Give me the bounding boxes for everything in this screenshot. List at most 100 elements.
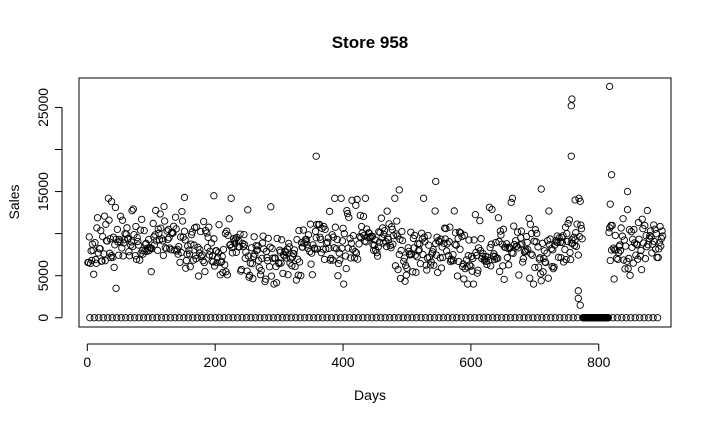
data-point [529,280,538,288]
data-point [166,244,174,252]
data-point [318,224,326,232]
data-point [331,223,340,231]
data-point [337,194,345,202]
data-point [317,249,325,257]
data-point [283,314,291,322]
data-point [280,252,288,260]
data-point [569,314,577,322]
data-point [153,314,161,322]
data-point [278,314,286,322]
data-point [578,235,586,243]
data-point [432,177,440,186]
data-point [287,314,295,322]
data-point [269,254,277,262]
data-point [421,314,430,322]
data-point [526,274,534,282]
data-point [178,207,186,216]
data-point [543,249,551,257]
data-point [373,252,382,260]
data-point [537,185,545,193]
data-point [325,207,334,216]
data-point [295,258,304,266]
data-point [233,314,242,322]
data-point [207,314,215,322]
data-point [136,256,144,264]
data-point [508,248,516,257]
data-point [247,314,255,322]
data-point [128,207,136,215]
data-point [187,231,196,239]
data-point [295,226,303,235]
data-point [443,240,451,248]
data-point [350,314,358,322]
data-point [515,314,524,322]
data-point [332,245,341,253]
data-point [576,301,584,309]
data-point [448,314,457,322]
data-point [620,236,628,244]
data-point [606,256,614,265]
data-point [294,271,302,279]
data-point [341,314,349,322]
data-point [391,194,399,202]
data-point [118,244,126,252]
data-point [236,230,244,238]
data-point [449,257,458,265]
data-point [107,198,116,206]
data-point [527,229,536,238]
data-point [303,240,311,249]
data-point [318,314,327,322]
data-point [227,194,235,202]
data-point [483,260,491,269]
data-point [637,246,645,255]
data-point [307,260,315,268]
data-point [539,268,547,276]
data-point [520,314,528,322]
data-point [242,314,251,322]
data-point [309,241,317,249]
data-point [311,245,319,253]
data-point [347,239,355,247]
data-point [198,314,206,322]
data-point [488,205,496,214]
data-point [221,261,229,269]
data-point [285,243,293,251]
data-point [189,314,197,322]
data-point [387,244,395,252]
data-point [215,314,224,322]
data-point [95,314,103,322]
data-point [460,275,468,283]
data-point [356,233,364,241]
data-point [194,272,203,280]
data-point [419,250,427,259]
data-point [122,314,130,322]
data-point [194,243,202,251]
data-point [466,314,474,322]
data-point [437,264,446,272]
data-point [113,314,121,322]
data-point [529,314,537,322]
data-point [205,251,214,259]
data-point [398,236,407,245]
data-point [159,237,167,245]
data-point [457,229,465,237]
data-point [451,240,459,248]
data-point [166,314,175,322]
data-point [240,240,249,249]
data-point [256,271,265,279]
data-point [118,216,127,224]
data-point [566,255,575,264]
data-point [412,314,421,322]
data-point [214,249,223,257]
data-point [352,201,360,209]
data-point [203,244,212,252]
data-point [394,265,402,274]
data-point [133,233,141,242]
data-point [630,225,638,234]
data-point [284,271,292,279]
data-point [377,214,386,222]
data-point [116,237,124,245]
data-point [444,314,452,322]
data-point [223,271,231,279]
data-point [471,211,480,219]
